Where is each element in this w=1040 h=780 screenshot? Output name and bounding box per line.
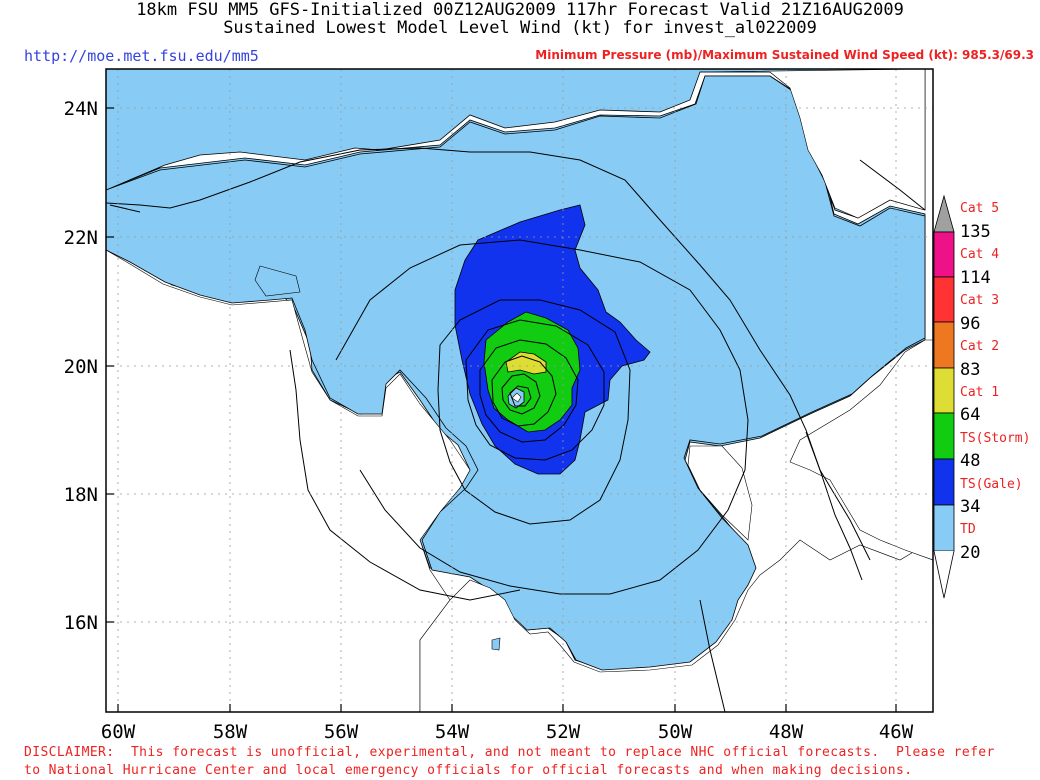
legend-swatch-cat3	[933, 276, 955, 323]
legend-value-96: 96	[960, 314, 980, 334]
legend-swatch-cat2	[933, 321, 955, 369]
legend-td-arrow	[933, 550, 955, 599]
x-tick-label: 54W	[435, 721, 470, 743]
y-tick-label: 18N	[64, 484, 98, 506]
x-tick-label: 52W	[546, 721, 581, 743]
calm-hole-east	[687, 445, 753, 541]
y-tick-label: 24N	[64, 98, 98, 120]
td-patch	[491, 637, 501, 651]
td-patch-nw	[254, 265, 301, 297]
min-pressure-max-wind: Minimum Pressure (mb)/Maximum Sustained …	[535, 48, 1034, 62]
legend-label-td: TD	[960, 522, 976, 537]
cat1-wind-region	[505, 351, 547, 375]
legend-label-cat4: Cat 4	[960, 247, 999, 262]
axis-ticks	[106, 107, 897, 712]
legend-value-114: 114	[960, 268, 991, 288]
y-tick-label: 16N	[64, 612, 98, 634]
legend-swatch-td	[933, 504, 955, 552]
lat-lon-grid	[106, 69, 933, 712]
disclaimer-line-2: to National Hurricane Center and local e…	[24, 763, 913, 778]
wind-map: 60W 58W 56W 54W 52W 50W 48W 46W 24N 22N …	[64, 68, 1030, 743]
isobar-contours	[106, 147, 926, 712]
legend-value-20: 20	[960, 543, 980, 563]
legend-cat5-arrow	[933, 194, 955, 233]
disclaimer-line-1: DISCLAIMER: This forecast is unofficial,…	[24, 745, 995, 760]
chart-title: 18km FSU MM5 GFS-Initialized 00Z12AUG200…	[136, 0, 904, 20]
calm-region-east	[789, 339, 933, 561]
eye-calm	[511, 392, 522, 403]
x-tick-label: 50W	[658, 721, 693, 743]
legend-label-cat5: Cat 5	[960, 201, 999, 216]
chart-subtitle: Sustained Lowest Model Level Wind (kt) f…	[223, 18, 817, 38]
legend-value-34: 34	[960, 497, 980, 517]
legend-value-64: 64	[960, 405, 980, 425]
legend-swatch-storm	[933, 412, 955, 460]
legend-swatch-gale	[933, 458, 955, 506]
y-tick-label: 22N	[64, 227, 98, 249]
x-tick-label: 56W	[324, 721, 359, 743]
x-tick-label: 46W	[879, 721, 914, 743]
x-tick-label: 48W	[769, 721, 804, 743]
plot-frame	[105, 68, 934, 713]
legend-value-48: 48	[960, 451, 980, 471]
legend-value-135: 135	[960, 222, 991, 242]
legend-swatch-cat1	[933, 367, 955, 414]
legend-label-cat2: Cat 2	[960, 339, 999, 354]
legend-label-cat3: Cat 3	[960, 293, 999, 308]
x-tick-label: 58W	[213, 721, 248, 743]
source-url[interactable]: http://moe.met.fsu.edu/mm5	[24, 47, 259, 65]
y-tick-label: 20N	[64, 356, 98, 378]
legend-swatch-cat4	[933, 231, 955, 278]
legend-label-cat1: Cat 1	[960, 385, 999, 400]
wind-legend: Cat 5 Cat 4 Cat 3 Cat 2 Cat 1 TS(Storm) …	[933, 194, 1030, 599]
legend-label-gale: TS(Gale)	[960, 477, 1023, 492]
legend-value-83: 83	[960, 360, 980, 380]
legend-label-storm: TS(Storm)	[960, 431, 1030, 446]
calm-region-northeast	[699, 69, 926, 219]
x-tick-label: 60W	[101, 721, 136, 743]
